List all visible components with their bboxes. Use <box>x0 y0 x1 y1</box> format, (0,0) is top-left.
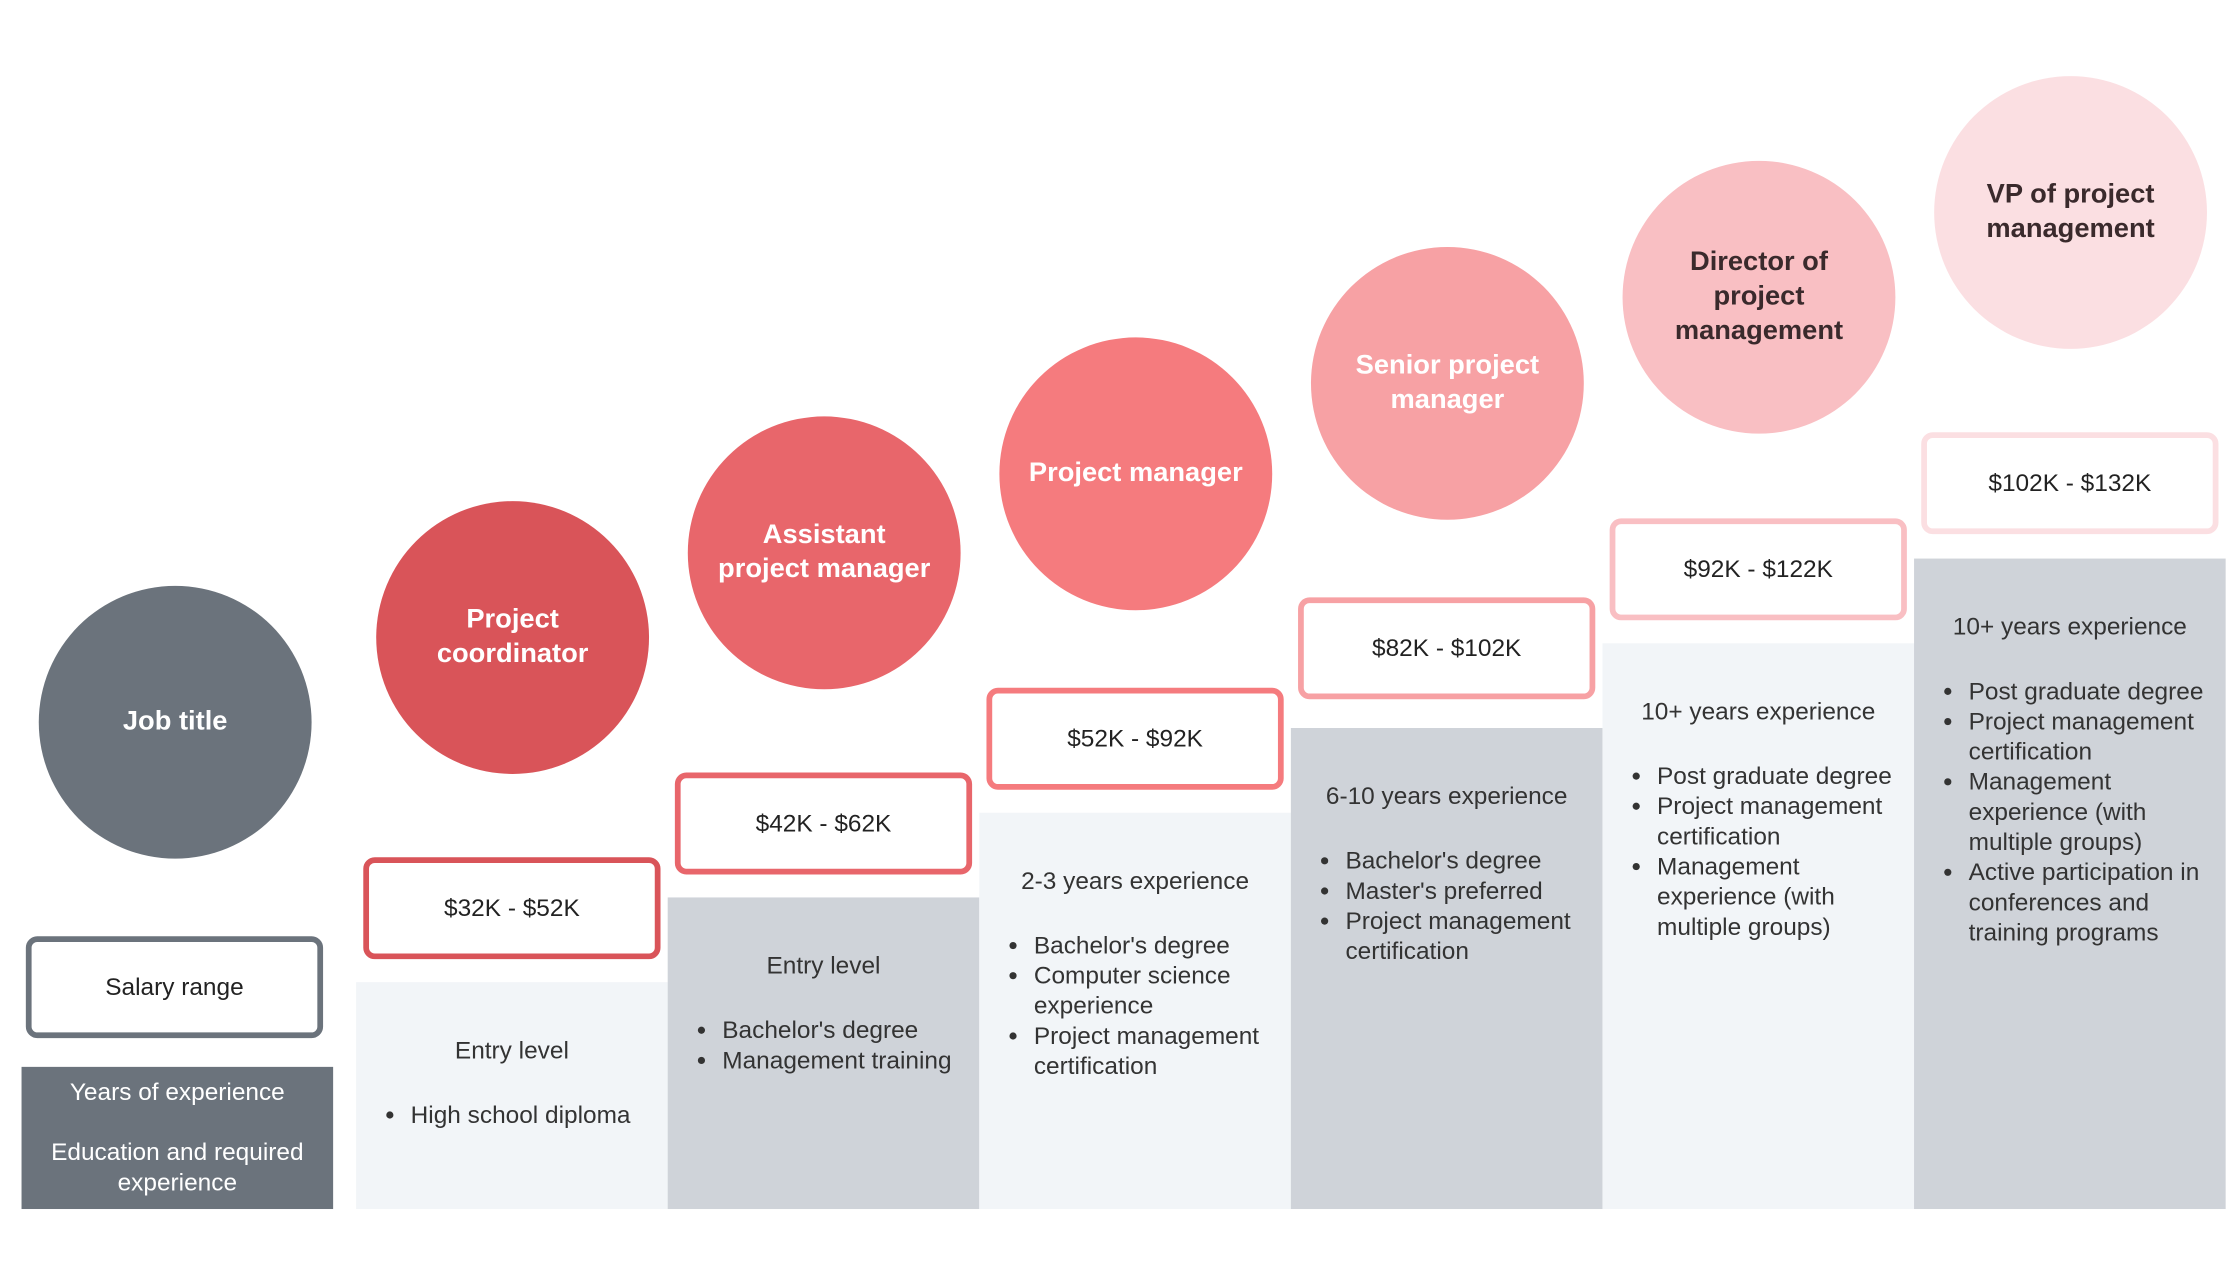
education-item: Project management certification <box>1034 1021 1271 1081</box>
experience-panel: Entry level Bachelor's degreeManagement t… <box>667 897 980 1210</box>
experience-panel: 2-3 years experience Bachelor's degreeCom… <box>979 812 1291 1210</box>
education-item: Project management certification <box>1657 791 1894 851</box>
years-of-experience: 10+ years experience <box>1641 697 1876 726</box>
job-title-circle: Director of project management <box>1622 160 1896 434</box>
legend-job-title: Job title <box>122 706 228 737</box>
education-item: Post graduate degree <box>1657 761 1894 791</box>
salary-range-box: $82K - $102K <box>1298 597 1596 700</box>
experience-panel: 10+ years experience Post graduate degree… <box>1914 558 2226 1210</box>
salary-range-box: $42K - $62K <box>674 772 973 875</box>
job-title: Project coordinator <box>436 604 589 670</box>
job-title: Director of project management <box>1674 246 1844 347</box>
legend-job-title-circle: Job title <box>38 585 312 859</box>
education-item: Bachelor's degree <box>722 1015 959 1045</box>
job-title-circle: Project manager <box>999 337 1273 611</box>
education-item: Computer science experience <box>1034 961 1271 1021</box>
legend-salary-range-box: Salary range <box>25 936 324 1039</box>
years-of-experience: 2-3 years experience <box>1021 867 1250 895</box>
education-item: Project management certification <box>1345 906 1582 966</box>
job-title: Assistant project manager <box>718 519 931 585</box>
salary-range-box: $32K - $52K <box>363 857 661 960</box>
job-title-circle: Project coordinator <box>376 501 650 774</box>
salary-range: $102K - $132K <box>1988 468 2152 497</box>
experience-panel: 6-10 years experience Bachelor's degreeMa… <box>1290 728 1603 1210</box>
education-list: Post graduate degreeProject management c… <box>1623 761 1894 942</box>
education-item: Active participation in conferences and … <box>1969 857 2206 947</box>
education-item: Management experience (with multiple gro… <box>1657 851 1894 941</box>
education-item: High school diploma <box>411 1100 648 1130</box>
education-list: High school diploma <box>376 1100 647 1130</box>
job-title: Senior project manager <box>1355 350 1540 415</box>
salary-range-box: $52K - $92K <box>986 687 1284 790</box>
education-item: Post graduate degree <box>1969 676 2206 706</box>
education-list: Bachelor's degreeComputer science experi… <box>999 930 1270 1081</box>
legend-salary-range: Salary range <box>105 972 244 1001</box>
salary-range-box: $92K - $122K <box>1609 518 1907 621</box>
education-item: Management training <box>722 1045 959 1075</box>
salary-range: $52K - $92K <box>1067 724 1203 752</box>
education-item: Management experience (with multiple gro… <box>1969 767 2206 857</box>
job-title: VP of project management <box>1986 179 2155 245</box>
education-item: Bachelor's degree <box>1345 846 1582 876</box>
salary-range: $82K - $102K <box>1372 633 1522 662</box>
years-of-experience: 6-10 years experience <box>1325 782 1568 810</box>
salary-range: $42K - $62K <box>755 809 892 837</box>
years-of-experience: Entry level <box>454 1036 569 1065</box>
education-list: Bachelor's degreeMaster's preferredProje… <box>1311 846 1582 967</box>
job-title-circle: Assistant project manager <box>687 416 961 690</box>
education-list: Post graduate degreeProject management c… <box>1934 676 2205 947</box>
years-of-experience: 10+ years experience <box>1952 613 2187 641</box>
experience-panel: 10+ years experience Post graduate degree… <box>1602 643 1915 1210</box>
years-of-experience: Entry level <box>766 952 881 980</box>
legend-education: Education and required experience <box>51 1138 304 1197</box>
job-title-circle: VP of project management <box>1934 76 2207 349</box>
job-title-circle: Senior project manager <box>1310 246 1584 520</box>
salary-range: $32K - $52K <box>444 893 580 922</box>
experience-panel: Entry level High school diploma <box>356 982 668 1210</box>
legend-years: Years of experience <box>69 1078 285 1106</box>
education-item: Master's preferred <box>1345 876 1582 906</box>
education-item: Project management certification <box>1969 706 2206 766</box>
legend-experience-panel: Years of experience Education and requir… <box>21 1066 334 1210</box>
education-item: Bachelor's degree <box>1034 930 1271 960</box>
salary-range-box: $102K - $132K <box>1921 432 2219 535</box>
salary-range: $92K - $122K <box>1683 554 1833 583</box>
job-title: Project manager <box>1028 458 1243 489</box>
education-list: Bachelor's degreeManagement training <box>688 1015 959 1075</box>
